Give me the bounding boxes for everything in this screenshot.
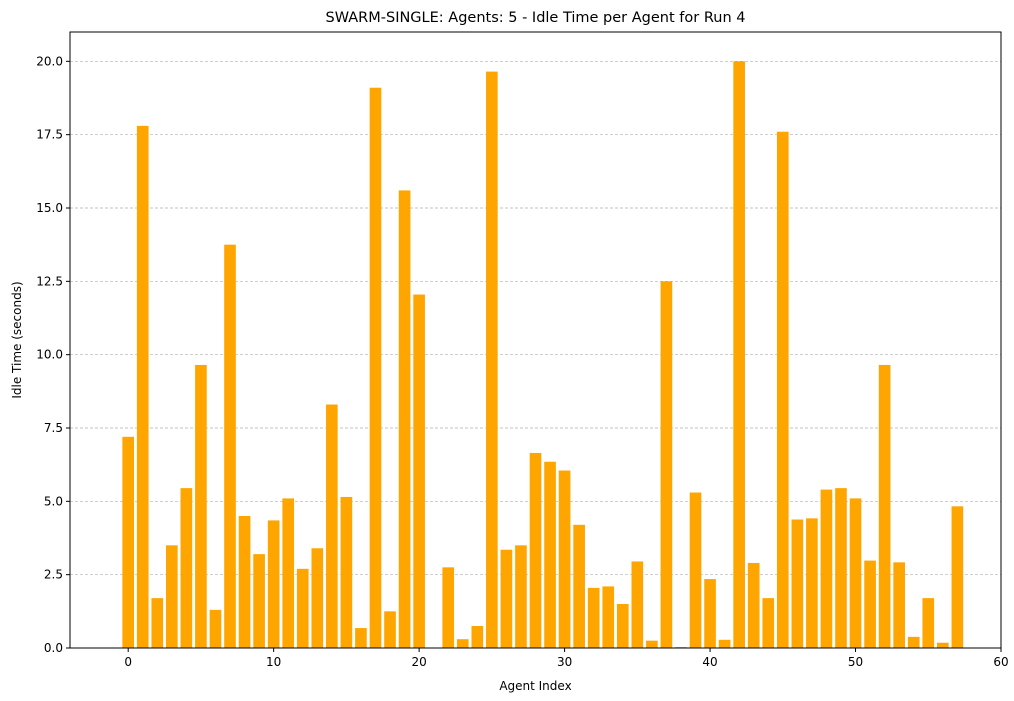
y-tick-label: 5.0: [44, 494, 63, 508]
bar: [733, 61, 745, 649]
bar: [486, 71, 498, 649]
y-tick-label: 0.0: [44, 641, 63, 655]
bar: [442, 567, 455, 648]
y-tick-label: 7.5: [44, 421, 63, 435]
bar: [544, 461, 556, 648]
bar: [646, 640, 658, 648]
bars: [122, 61, 964, 649]
bar: [340, 496, 353, 648]
y-tick-label: 2.5: [44, 568, 63, 582]
x-axis-label: Agent Index: [499, 679, 571, 693]
x-tick-label: 0: [124, 655, 132, 669]
x-tick-label: 30: [557, 655, 572, 669]
bar: [326, 404, 338, 648]
bar: [587, 587, 600, 648]
y-tick-label: 20.0: [36, 54, 63, 68]
bar: [456, 639, 469, 648]
bar: [660, 281, 673, 648]
bar: [180, 488, 193, 648]
bar: [282, 498, 295, 648]
bar: [791, 519, 804, 648]
y-axis-label: Idle Time (seconds): [10, 281, 24, 398]
bar: [471, 626, 484, 648]
y-axis-ticks: 0.0 2.5 5.0 7.5 10.0 12.5 15.0 17.5 20.0: [36, 54, 70, 655]
y-tick-label: 10.0: [36, 348, 63, 362]
bar: [762, 598, 775, 648]
y-tick-label: 17.5: [36, 128, 63, 142]
bar: [296, 568, 309, 648]
bar: [529, 452, 542, 648]
bar: [558, 470, 571, 648]
bar: [849, 498, 862, 648]
bar: [122, 436, 135, 648]
bar: [864, 560, 876, 648]
bar: [907, 636, 920, 648]
x-tick-label: 60: [993, 655, 1008, 669]
bar: [267, 520, 280, 648]
x-tick-label: 50: [848, 655, 863, 669]
bar: [704, 579, 716, 648]
bar: [355, 628, 367, 648]
bar: [515, 545, 527, 648]
bar: [166, 545, 178, 648]
bar: [631, 561, 644, 648]
x-tick-label: 40: [702, 655, 717, 669]
bar: [602, 586, 615, 648]
bar: [369, 87, 382, 648]
x-tick-label: 10: [266, 655, 281, 669]
bar: [209, 609, 222, 648]
bar: [384, 611, 396, 648]
bar: [616, 604, 629, 648]
bar: [238, 516, 251, 648]
bar: [573, 524, 585, 648]
plot-frame: [69, 31, 1002, 649]
chart-title: SWARM-SINGLE: Agents: 5 - Idle Time per …: [326, 10, 746, 26]
bar: [747, 562, 760, 648]
bar: [398, 190, 411, 648]
y-tick-label: 15.0: [36, 201, 63, 215]
bar: [776, 131, 789, 648]
y-tick-label: 12.5: [36, 274, 63, 288]
bar: [224, 244, 236, 648]
bar: [136, 125, 149, 648]
bar: [893, 562, 905, 648]
bar: [878, 364, 891, 648]
bar: [151, 598, 164, 648]
bar: [951, 506, 964, 648]
bar: [806, 518, 818, 648]
bar: [936, 642, 949, 648]
bar: [922, 598, 935, 648]
bar: [835, 488, 847, 648]
bar: [253, 554, 265, 648]
bar: [311, 548, 324, 648]
x-axis-ticks: 0 10 20 30 40 50 60: [124, 648, 1009, 669]
bar: [718, 639, 731, 648]
bar: [500, 549, 513, 648]
bar: [195, 364, 207, 648]
bar: [820, 489, 833, 648]
bar: [413, 294, 425, 648]
bar: [689, 492, 702, 648]
x-tick-label: 20: [411, 655, 426, 669]
